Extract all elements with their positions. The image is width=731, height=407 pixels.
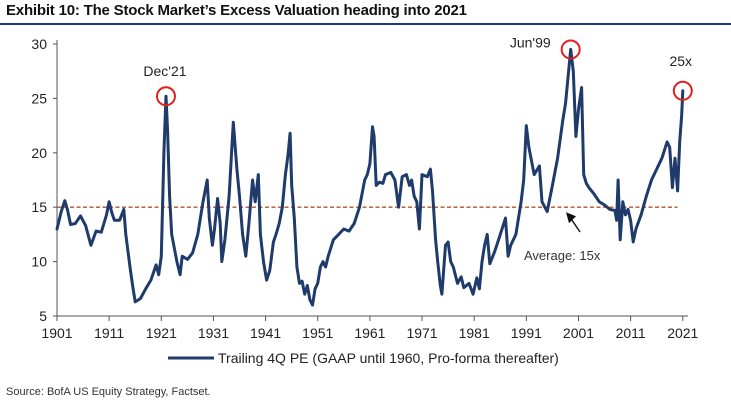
average-arrowhead [566,212,576,224]
annotations: Dec'21 Jun'99 25x [143,34,693,107]
x-tick-label: 1931 [198,325,229,341]
average-label: Average: 15x [524,248,601,263]
y-tick-label: 30 [31,36,47,52]
x-tick-label: 1981 [459,325,490,341]
highlight-circle [672,80,693,101]
x-tick-label: 1971 [406,325,437,341]
x-tick-label: 2021 [667,325,698,341]
pe-chart: 5 10 15 20 25 30 1901 1911 1921 1931 1941 1951 1961… [31,34,699,366]
title-rule [0,23,731,25]
highlight-circle [155,86,176,107]
x-tick-label: 1911 [94,325,124,341]
chart-title: Exhibit 10: The Stock Market’s Excess Va… [6,2,467,19]
x-tick-label: 1961 [354,325,385,341]
x-tick-label: 1951 [302,325,333,341]
x-tick-label: 1991 [511,325,542,341]
y-tick-label: 15 [31,199,47,215]
x-tick-label: 1901 [41,325,72,341]
x-tick-label: 1921 [146,325,177,341]
legend-label: Trailing 4Q PE (GAAP until 1960, Pro-for… [218,350,559,366]
highlight-circle [560,39,581,60]
y-tick-label: 10 [31,254,47,270]
y-tick-label: 5 [39,308,47,324]
x-axis: 1901 1911 1921 1931 1941 1951 1961 1971 1981 1991… [41,315,699,341]
source-note: Source: BofA US Equity Strategy, Factset… [6,386,211,398]
annotation-label: Dec'21 [143,63,186,79]
x-tick-label: 2001 [563,325,594,341]
series-line [55,47,685,307]
x-tick-label: 2011 [616,325,646,341]
annotation-label: Jun'99 [510,34,551,50]
annotation-label: 25x [669,53,692,69]
legend: Trailing 4Q PE (GAAP until 1960, Pro-for… [168,350,559,366]
x-tick-label: 1941 [250,325,281,341]
y-tick-label: 20 [31,145,47,161]
y-axis: 5 10 15 20 25 30 [31,36,58,324]
y-tick-label: 25 [31,90,47,106]
average-group: Average: 15x [57,206,678,263]
